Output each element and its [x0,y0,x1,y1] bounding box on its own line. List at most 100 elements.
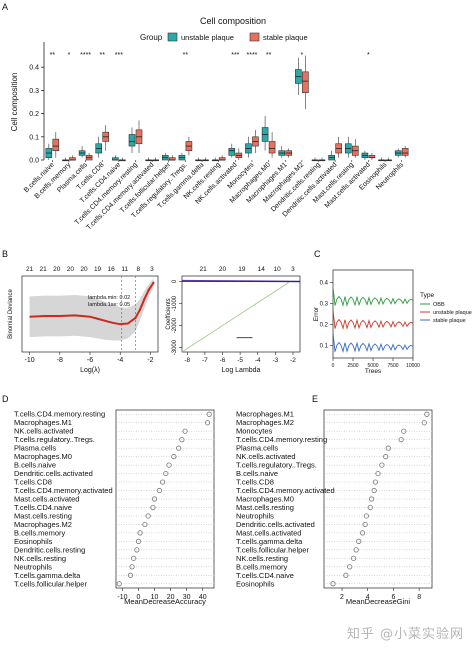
y-tick-label: 0.3 [320,302,329,308]
importance-dot [163,470,169,477]
cv-point [134,316,137,320]
x-axis-label: Trees [365,368,382,375]
x-tick-label: -10 [117,594,127,601]
importance-dot [368,496,375,502]
row-label: Neutrophils [14,562,52,571]
importance-dot [362,521,368,528]
y-tick-label: 0.2 [29,111,39,118]
top-tick-label: 19 [94,266,102,273]
importance-dot [363,513,370,519]
x-tick-label: -8 [57,357,63,364]
row-label: NK.cells.activated [14,427,74,436]
error-line [332,332,414,354]
row-label: Mast.cells.activated [236,528,301,537]
significance-mark: ** [50,52,56,59]
importance-dot [156,487,162,494]
significance-mark: *** [231,52,239,59]
coef-path [181,281,290,353]
x-tick-label: 5000 [367,363,378,369]
y-axis-label: Cell composition [10,73,19,132]
importance-dot [179,437,185,443]
plot-frame [323,409,433,589]
importance-dot [176,445,182,451]
y-tick-label: -2000 [172,317,178,333]
importance-dot [343,572,349,578]
row-label: T.cells.CD4.naive [236,571,294,580]
row-label: Neutrophils [236,511,274,520]
top-tick-label: 8 [137,266,141,273]
y-tick-label: 0.3 [29,88,39,95]
top-tick-label: 10 [273,266,281,273]
significance-mark: **** [247,52,258,59]
box-stable-box [302,71,309,94]
row-label: B.cells.memory [236,562,288,571]
importance-dot [372,479,379,485]
row-label: T.cells.follicular.helper [236,545,309,554]
row-label: NK.cells.resting [236,554,288,563]
significance-mark: **** [80,52,91,59]
importance-dot [150,504,156,511]
legend-title: Group [140,33,163,42]
importance-dot [421,420,427,426]
y-tick-label: 0.2 [320,322,329,328]
significance-mark: ** [183,52,189,59]
x-tick-label: 2500 [347,363,358,369]
x-axis-label: Log(λ) [80,367,100,374]
y-tick-label: 0.4 [29,65,39,72]
x-tick-label: -6 [220,357,226,364]
top-tick-label: 20 [53,266,61,273]
annotation-lambda-1se: lambda.1se: 0.05 [88,302,130,308]
significance-mark: * [68,52,71,59]
x-tick-label: -4 [117,357,123,364]
x-tick-label: 10 [151,594,159,601]
error-line [332,286,414,307]
top-tick-label: 21 [40,266,48,273]
x-tick-label: 8 [417,594,421,601]
y-axis-label: Error [313,306,320,321]
legend-swatch-unstable [167,32,178,42]
importance-dot [424,411,430,417]
legend-title: Type [420,292,434,299]
importance-dot [356,538,362,544]
row-label: T.cells.regulatory..Tregs. [14,435,95,444]
top-tick-label: 20 [219,266,227,273]
legend-label: OBB [433,302,445,308]
x-axis-label: MeanDecreaseGini [346,597,411,606]
importance-dot [142,521,148,528]
importance-dot [159,479,166,485]
x-tick-label: 0 [137,594,141,601]
y-tick-label: -1000 [172,295,178,311]
importance-dot [145,513,151,519]
legend-label-unstable: unstable plaque [181,33,234,42]
row-label: Eosinophils [236,579,275,588]
importance-dot [330,581,336,587]
importance-dot [137,530,143,536]
row-label: B.cells.memory [14,528,66,537]
x-tick-label: 6 [391,594,395,601]
x-tick-label: -10 [24,357,34,364]
top-tick-label: 20 [67,266,75,273]
importance-dot [129,564,135,570]
row-label: T.cells.CD8 [236,478,274,487]
row-label: B.cells.naive [14,461,56,470]
top-tick-label: 16 [108,266,116,273]
y-tick-label: 0.1 [29,134,39,141]
x-tick-label: 0 [332,363,335,369]
row-label: Eosinophils [14,537,53,546]
x-tick-label: 4 [366,594,370,601]
top-tick-label: 3 [291,266,295,273]
importance-dot [135,538,142,544]
legend-swatch-stable [249,32,260,42]
row-label: Macrophages.M0 [236,495,294,504]
row-label: Dendritic.cells.activated [14,469,93,478]
importance-dot [204,420,211,426]
y-axis-label: Coefficients [166,298,172,329]
x-tick-label: 30 [183,594,191,601]
watermark: 知乎 @小菜实验网 [346,627,464,642]
row-label: NK.cells.activated [236,452,296,461]
x-tick-label: 40 [199,594,207,601]
row-label: T.cells.gamma.delta [236,537,303,546]
x-tick-label: 7500 [387,363,398,369]
x-tick-label: -8 [184,357,190,364]
